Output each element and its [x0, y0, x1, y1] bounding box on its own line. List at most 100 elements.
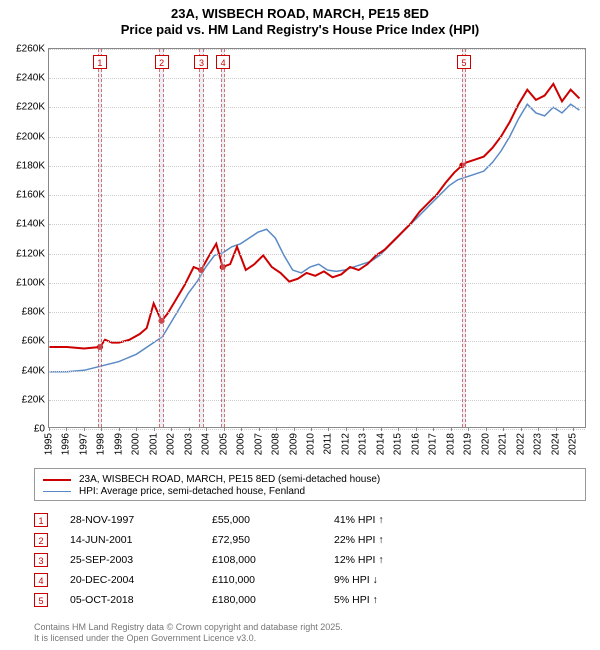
- x-axis-label: 2017: [428, 433, 439, 455]
- sale-row-suffix: HPI: [355, 554, 375, 566]
- sale-marker-badge: 3: [194, 55, 208, 69]
- x-axis-label: 1995: [44, 433, 55, 455]
- legend-swatch: [43, 491, 71, 492]
- sale-row-badge: 1: [34, 513, 48, 527]
- sale-marker-badge: 2: [155, 55, 169, 69]
- sale-row-price: £55,000: [212, 514, 312, 526]
- sale-row-diff: 22% HPI: [334, 534, 444, 546]
- x-axis-label: 2025: [568, 433, 579, 455]
- sale-row: 128-NOV-1997£55,00041% HPI: [34, 510, 586, 530]
- title-block: 23A, WISBECH ROAD, MARCH, PE15 8ED Price…: [0, 0, 600, 39]
- x-axis-label: 2016: [410, 433, 421, 455]
- sale-row-price: £110,000: [212, 574, 312, 586]
- sale-marker-badge: 5: [457, 55, 471, 69]
- x-axis-label: 2018: [445, 433, 456, 455]
- sale-row-date: 14-JUN-2001: [70, 534, 190, 546]
- y-axis-label: £20K: [22, 394, 45, 405]
- footer-attribution: Contains HM Land Registry data © Crown c…: [34, 622, 586, 645]
- sales-table: 128-NOV-1997£55,00041% HPI214-JUN-2001£7…: [34, 510, 586, 610]
- sale-row-price: £72,950: [212, 534, 312, 546]
- x-axis-label: 2005: [218, 433, 229, 455]
- sale-row-suffix: HPI: [349, 594, 369, 606]
- x-axis-label: 2002: [166, 433, 177, 455]
- chart-plot-area: £0£20K£40K£60K£80K£100K£120K£140K£160K£1…: [48, 48, 586, 428]
- sale-row-badge: 3: [34, 553, 48, 567]
- series-price_paid: [49, 84, 579, 349]
- sale-marker-badge: 1: [93, 55, 107, 69]
- x-axis-label: 2022: [515, 433, 526, 455]
- title-line-2: Price paid vs. HM Land Registry's House …: [0, 22, 600, 38]
- x-axis-label: 1997: [78, 433, 89, 455]
- y-axis-label: £120K: [16, 248, 45, 259]
- x-axis-label: 2012: [340, 433, 351, 455]
- sale-marker-badge: 4: [216, 55, 230, 69]
- sale-row-suffix: HPI: [355, 534, 375, 546]
- x-axis-label: 2009: [288, 433, 299, 455]
- sale-row-badge: 5: [34, 593, 48, 607]
- x-axis-label: 2001: [148, 433, 159, 455]
- x-axis-label: 2024: [550, 433, 561, 455]
- x-axis-label: 2006: [236, 433, 247, 455]
- x-axis-label: 1996: [61, 433, 72, 455]
- y-axis-label: £180K: [16, 160, 45, 171]
- sale-row-date: 28-NOV-1997: [70, 514, 190, 526]
- legend-box: 23A, WISBECH ROAD, MARCH, PE15 8ED (semi…: [34, 468, 586, 501]
- x-axis-label: 2021: [498, 433, 509, 455]
- x-axis-label: 2010: [306, 433, 317, 455]
- x-axis-label: 1999: [113, 433, 124, 455]
- sale-row: 4 20-DEC-2004 £110,000 9% HPI: [34, 570, 586, 590]
- x-axis-label: 2019: [463, 433, 474, 455]
- chart-container: 23A, WISBECH ROAD, MARCH, PE15 8ED Price…: [0, 0, 600, 650]
- sale-row-badge: 2: [34, 533, 48, 547]
- x-axis-label: 2015: [393, 433, 404, 455]
- x-axis-label: 1998: [96, 433, 107, 455]
- y-axis-label: £160K: [16, 190, 45, 201]
- y-axis-label: £220K: [16, 102, 45, 113]
- title-line-1: 23A, WISBECH ROAD, MARCH, PE15 8ED: [0, 6, 600, 22]
- legend-row: HPI: Average price, semi-detached house,…: [43, 486, 577, 497]
- y-axis-label: £140K: [16, 219, 45, 230]
- legend-row: 23A, WISBECH ROAD, MARCH, PE15 8ED (semi…: [43, 474, 577, 485]
- sale-marker-band: [462, 49, 466, 427]
- series-hpi: [49, 104, 579, 372]
- sale-row: 3 25-SEP-2003 £108,000 12% HPI: [34, 550, 586, 570]
- x-axis-label: 2004: [201, 433, 212, 455]
- x-axis-label: 2000: [131, 433, 142, 455]
- x-axis-label: 2014: [375, 433, 386, 455]
- y-axis-label: £200K: [16, 131, 45, 142]
- y-axis-label: £260K: [16, 44, 45, 55]
- sale-row-badge: 4: [34, 573, 48, 587]
- sale-row-date: 05-OCT-2018: [70, 594, 190, 606]
- x-axis-label: 2013: [358, 433, 369, 455]
- sale-row-date: 25-SEP-2003: [70, 554, 190, 566]
- x-axis-label: 2020: [480, 433, 491, 455]
- sale-row-diff: 12% HPI: [334, 554, 444, 566]
- y-axis-label: £100K: [16, 277, 45, 288]
- y-axis-label: £240K: [16, 73, 45, 84]
- legend-label: HPI: Average price, semi-detached house,…: [79, 486, 305, 497]
- sale-row-suffix: HPI: [349, 574, 369, 586]
- sale-row: 5 05-OCT-2018 £180,000 5% HPI: [34, 590, 586, 610]
- legend-label: 23A, WISBECH ROAD, MARCH, PE15 8ED (semi…: [79, 474, 380, 485]
- x-axis-label: 2007: [253, 433, 264, 455]
- sale-row-diff: 5% HPI: [334, 594, 444, 606]
- y-axis-label: £60K: [22, 336, 45, 347]
- sale-row-price: £108,000: [212, 554, 312, 566]
- sale-row-price: £180,000: [212, 594, 312, 606]
- sale-row-suffix: HPI: [355, 514, 375, 526]
- x-axis-label: 2011: [323, 433, 334, 455]
- sale-marker-band: [221, 49, 225, 427]
- sale-row-diff: 9% HPI: [334, 574, 444, 586]
- y-axis-label: £80K: [22, 307, 45, 318]
- x-axis-label: 2023: [533, 433, 544, 455]
- y-axis-label: £40K: [22, 365, 45, 376]
- sale-marker-band: [159, 49, 163, 427]
- x-axis-label: 2008: [271, 433, 282, 455]
- sale-marker-band: [98, 49, 102, 427]
- sale-marker-band: [199, 49, 203, 427]
- footer-line-1: Contains HM Land Registry data © Crown c…: [34, 622, 586, 633]
- sale-row-date: 20-DEC-2004: [70, 574, 190, 586]
- x-axis-label: 2003: [183, 433, 194, 455]
- sale-row: 2 14-JUN-2001 £72,950 22% HPI: [34, 530, 586, 550]
- legend-swatch: [43, 479, 71, 481]
